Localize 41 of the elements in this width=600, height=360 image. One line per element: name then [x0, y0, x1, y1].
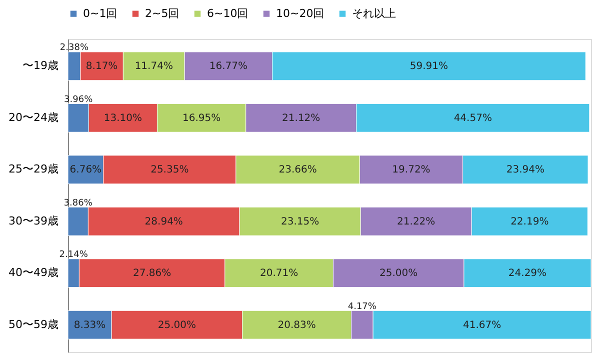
data-label: 11.74%	[134, 61, 173, 72]
data-label: 16.77%	[209, 61, 248, 72]
legend-label: 6~10回	[207, 6, 248, 20]
legend-label: 2~5回	[145, 6, 180, 20]
legend-label: 0~1回	[83, 6, 118, 20]
data-label: 44.57%	[454, 112, 492, 124]
data-label: 28.94%	[144, 216, 183, 228]
data-label: 25.35%	[150, 164, 189, 176]
data-label: 59.91%	[410, 61, 448, 72]
legend-label: 10~20回	[276, 6, 324, 20]
y-tick-label: 40〜49歳	[8, 266, 58, 280]
data-label: 3.86%	[64, 198, 93, 208]
data-label: 19.72%	[392, 164, 430, 176]
y-tick-label: 〜19歳	[22, 59, 58, 72]
data-label: 41.67%	[462, 320, 502, 331]
data-label: 25.00%	[158, 320, 196, 331]
legend-label: それ以上	[352, 6, 396, 20]
data-label: 6.76%	[70, 164, 102, 176]
data-label: 21.22%	[397, 216, 436, 228]
data-label: 3.96%	[64, 94, 94, 105]
data-label: 25.00%	[380, 268, 418, 280]
data-label: 24.29%	[508, 268, 547, 280]
y-tick-label: 20〜24歳	[8, 110, 58, 124]
data-label: 22.19%	[510, 216, 549, 228]
y-tick-label: 50〜59歳	[8, 318, 58, 331]
data-label: 2.14%	[59, 250, 88, 260]
data-label: 8.33%	[74, 320, 106, 331]
data-label: 23.94%	[506, 164, 544, 176]
data-label: 16.95%	[182, 112, 221, 124]
data-label: 21.12%	[282, 112, 320, 124]
data-label: 23.66%	[278, 164, 317, 176]
data-label: 27.86%	[132, 268, 172, 280]
data-label: 13.10%	[104, 112, 142, 124]
y-tick-label: 30〜39歳	[8, 214, 58, 228]
data-label: 8.17%	[86, 61, 118, 72]
data-label: 20.71%	[260, 268, 298, 280]
data-label: 23.15%	[281, 216, 320, 228]
data-label: 4.17%	[348, 302, 377, 312]
data-label: 2.38%	[60, 43, 89, 54]
data-label: 20.83%	[278, 320, 316, 331]
y-tick-label: 25〜29歳	[8, 162, 58, 176]
